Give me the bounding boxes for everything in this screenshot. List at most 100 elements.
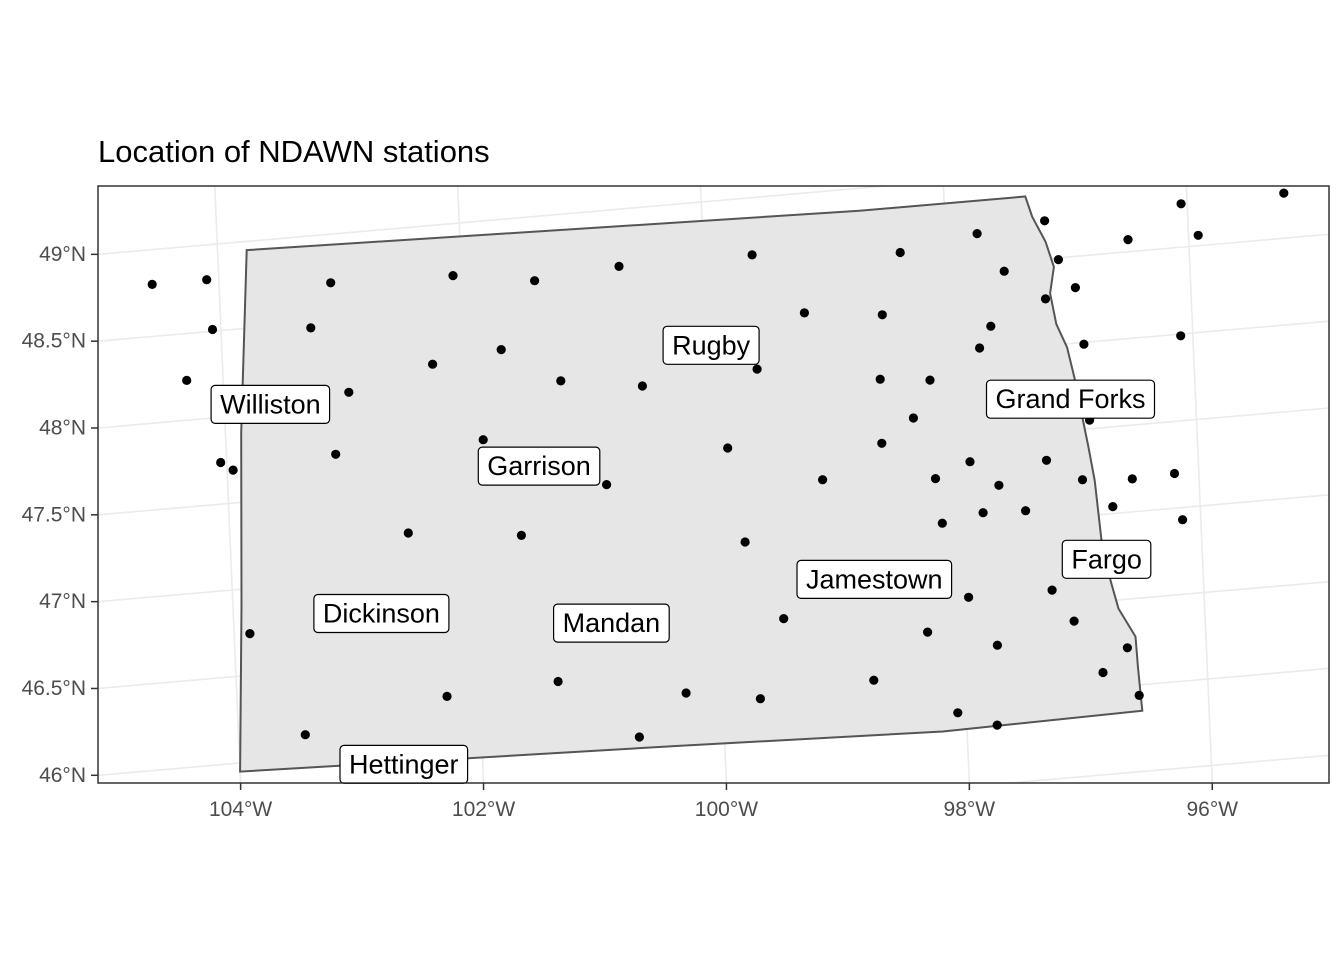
y-tick-label: 46°N [39, 764, 86, 787]
station-point [723, 443, 733, 453]
station-point [877, 310, 887, 320]
station-point [908, 413, 919, 423]
station-point [953, 708, 963, 718]
city-label-text: Dickinson [323, 599, 440, 629]
station-point [1053, 255, 1063, 265]
station-point [1178, 515, 1188, 525]
station-point [228, 465, 238, 475]
station-point [747, 250, 757, 260]
y-tick-label: 48.5°N [22, 330, 86, 353]
station-point [496, 345, 506, 355]
city-label-text: Fargo [1071, 544, 1142, 574]
station-point [965, 457, 975, 467]
state-boundary [239, 195, 1144, 773]
station-point [740, 537, 750, 547]
station-point [602, 480, 612, 490]
station-point [1047, 585, 1057, 595]
city-label-box [662, 325, 760, 365]
station-point [306, 323, 316, 333]
station-point [937, 518, 947, 528]
station-point [877, 438, 887, 448]
station-point [614, 261, 624, 271]
station-point [1070, 283, 1080, 293]
x-tick-label: 102°W [452, 798, 515, 821]
station-point [556, 376, 566, 386]
station-point [1279, 188, 1289, 198]
station-point [245, 629, 255, 639]
station-point [216, 457, 226, 468]
station-point [875, 374, 885, 384]
station-point [1123, 235, 1133, 245]
station-point [869, 675, 879, 685]
station-point [428, 359, 438, 369]
station-point [182, 375, 192, 385]
station-point [978, 508, 988, 518]
station-point [1176, 199, 1186, 209]
y-tick-label: 46.5°N [22, 677, 86, 700]
city-label-box [1061, 539, 1152, 579]
station-point [202, 275, 212, 285]
station-point [634, 732, 645, 742]
station-point [925, 375, 935, 385]
station-point [331, 449, 341, 459]
station-point [448, 271, 458, 281]
meridian-line [213, 186, 242, 783]
x-tick-label: 100°W [695, 798, 758, 821]
city-label-box [477, 446, 601, 486]
station-point [530, 276, 540, 286]
parallel-line [1000, 754, 1329, 783]
station-point [964, 592, 974, 602]
city-label-text: Hettinger [349, 749, 459, 779]
station-point [326, 278, 336, 288]
station-point [930, 474, 941, 484]
station-point [992, 640, 1003, 650]
city-label-box [313, 593, 450, 634]
city-label: Mandan [552, 603, 670, 643]
station-point [207, 324, 218, 335]
station-point [752, 364, 762, 374]
station-point [755, 694, 766, 704]
parallel-line [98, 186, 895, 256]
city-label-text: Grand Forks [995, 384, 1145, 414]
city-label-text: Williston [220, 389, 321, 419]
station-point [478, 435, 488, 445]
station-point [147, 279, 157, 289]
station-point [1176, 331, 1186, 341]
x-tick-label: 96°W [1186, 798, 1238, 821]
station-point [1098, 667, 1108, 678]
station-point [799, 308, 810, 318]
y-tick-label: 47.5°N [22, 503, 86, 526]
city-label: Grand Forks [985, 379, 1156, 419]
meridian-line [1185, 186, 1214, 783]
station-point [1169, 468, 1180, 479]
city-label-box [552, 603, 670, 643]
city-label-box [796, 559, 953, 600]
station-point [975, 343, 985, 353]
station-point [923, 627, 933, 637]
city-label: Williston [210, 384, 331, 424]
station-points [147, 188, 1289, 742]
city-label-text: Garrison [487, 451, 591, 481]
north-dakota-outline [239, 195, 1144, 773]
station-point [992, 720, 1002, 730]
station-point [1021, 506, 1031, 516]
station-point [442, 691, 452, 702]
city-label-text: Rugby [672, 330, 751, 360]
station-point [300, 730, 310, 740]
city-label-box [985, 379, 1156, 419]
map-title: Location of NDAWN stations [98, 134, 490, 169]
city-label: Dickinson [313, 593, 450, 634]
station-point [637, 381, 648, 391]
y-tick-label: 47°N [39, 590, 86, 613]
station-point [344, 387, 354, 397]
city-label-text: Jamestown [806, 564, 943, 594]
station-point [1127, 474, 1137, 484]
x-tick-label: 98°W [944, 798, 996, 821]
x-tick-label: 104°W [209, 798, 272, 821]
y-tick-label: 49°N [39, 243, 86, 266]
city-labels: Williston Rugby Garrison Grand Forks Dickins… [210, 325, 1156, 785]
parallel-line [0, 53, 1344, 179]
y-tick-label: 48°N [39, 416, 86, 439]
station-point [1077, 475, 1088, 485]
city-label: Rugby [662, 325, 760, 365]
